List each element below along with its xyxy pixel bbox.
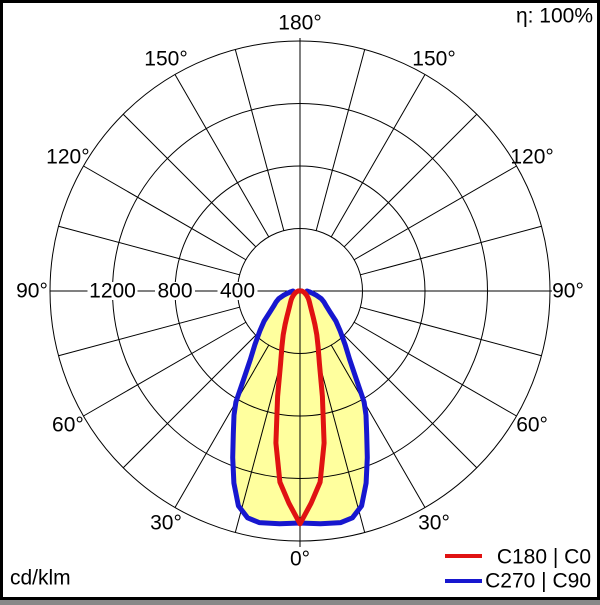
ring-label-400: 400 [220,280,255,303]
ring-label-mask [217,282,258,300]
ring-label-800: 800 [157,280,192,303]
unit-label: cd/klm [10,567,71,590]
intensity-curves [230,288,370,527]
grid-spoke [122,334,257,469]
grid-spoke [174,344,270,508]
efficiency-label: η: 100% [516,5,593,28]
angle-label-180: 180° [278,12,321,35]
polar-grid [49,38,552,547]
angle-label-90-left: 90° [16,280,48,303]
grid-spoke [353,165,517,261]
grid-spoke [315,49,366,231]
angle-label-150-right: 150° [412,47,455,70]
angle-label-0: 0° [290,548,310,571]
angle-label-60-left: 60° [52,414,84,437]
grid-spoke [58,225,240,276]
angle-label-30-right: 30° [418,512,450,535]
grid-spoke [360,306,542,357]
grid-spoke [343,334,478,469]
ring-label-1200: 1200 [89,280,136,303]
grid-spoke [234,351,285,533]
angle-label-120-right: 120° [510,146,553,169]
curve-c180-c0 [273,288,327,527]
grid-spoke [83,321,247,417]
grid-spoke [343,113,478,248]
grid-spoke [360,225,542,276]
ring-value-labels: 1200 800 400 [87,280,258,303]
angle-label-150-left: 150° [144,47,187,70]
grid-spoke [58,306,240,357]
grid-spoke [122,113,257,248]
legend: C180 | C0 C270 | C90 [445,546,591,593]
angle-label-30-left: 30° [150,512,182,535]
angle-label-60-right: 60° [516,414,548,437]
grid-spoke [353,321,517,417]
grid-spoke [234,49,285,231]
angle-label-90-right: 90° [552,280,584,303]
ring-label-mask [155,282,195,300]
grid-spoke [330,74,426,238]
grid-spoke [315,351,366,533]
angle-label-120-left: 120° [46,146,89,169]
grid-spoke [330,344,426,508]
grid-spoke [174,74,270,238]
legend-label-c270-c90: C270 | C90 [485,570,591,593]
ring-label-mask [87,282,138,300]
legend-label-c180-c0: C180 | C0 [497,546,591,569]
grid-spoke [83,165,247,261]
angle-labels: 0° 30° 30° 60° 60° 90° 90° 120° 120° 150° 150° 180° [16,12,584,571]
